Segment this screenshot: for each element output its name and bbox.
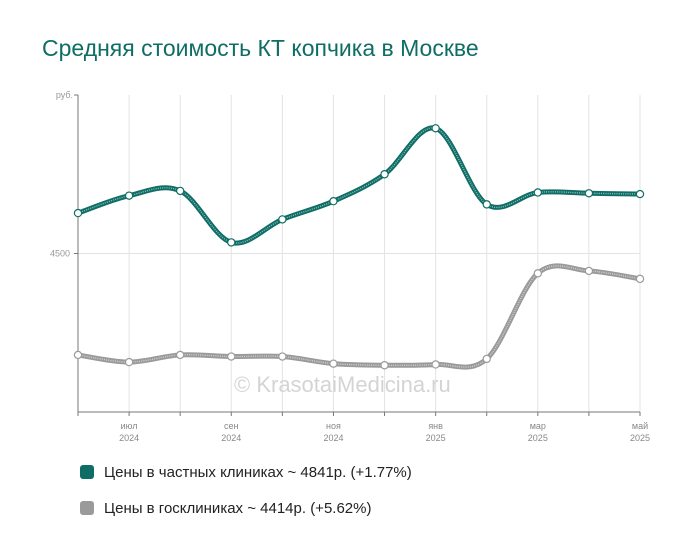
data-point[interactable]	[329, 359, 338, 368]
series-line-outer	[75, 263, 643, 370]
data-point[interactable]	[73, 208, 83, 218]
x-tick-label-month: май	[632, 421, 648, 431]
x-tick-labels: июл 2024 сен 2024 ноя 2024 янв 2025 мар 2025 май 20…	[119, 421, 650, 443]
axes	[74, 94, 641, 416]
data-point[interactable]	[431, 360, 440, 369]
x-tick-label-month: июл	[121, 421, 138, 431]
legend-label-public: Цены в госклиниках ~ 4414р. (+5.62%)	[104, 499, 372, 517]
y-axis-unit-label: руб.	[56, 90, 73, 100]
data-point[interactable]	[635, 274, 645, 284]
data-point[interactable]	[227, 352, 236, 361]
series-line-outer	[75, 125, 643, 246]
data-point[interactable]	[533, 188, 543, 197]
data-point[interactable]	[227, 238, 236, 247]
series-line-texture	[77, 265, 641, 368]
chart-title: Средняя стоимость КТ копчика в Москве	[42, 35, 479, 61]
data-point[interactable]	[584, 189, 594, 198]
legend-item-public[interactable]: Цены в госклиниках ~ 4414р. (+5.62%)	[80, 498, 412, 518]
data-point[interactable]	[482, 354, 491, 364]
legend-swatch-private	[80, 465, 94, 479]
data-point[interactable]	[482, 200, 491, 209]
legend-label-private: Цены в частных клиниках ~ 4841р. (+1.77%…	[104, 463, 412, 481]
x-tick-label-month: сен	[224, 421, 239, 431]
x-tick-label-year: 2025	[528, 433, 548, 443]
watermark: © KrasotaiMedicina.ru	[234, 372, 451, 397]
data-point[interactable]	[124, 357, 134, 367]
data-point[interactable]	[329, 196, 338, 206]
x-tick-label-year: 2024	[221, 433, 241, 443]
data-point[interactable]	[278, 352, 287, 361]
x-tick-label-month: янв	[428, 421, 443, 431]
data-point[interactable]	[380, 170, 389, 179]
x-tick-label-year: 2025	[630, 433, 650, 443]
legend-swatch-public	[80, 501, 94, 515]
grid	[77, 95, 641, 412]
x-tick-label-month: мар	[530, 421, 546, 431]
x-tick-label-year: 2024	[119, 433, 139, 443]
data-point[interactable]	[635, 189, 645, 199]
legend-item-private[interactable]: Цены в частных клиниках ~ 4841р. (+1.77%…	[80, 462, 412, 482]
data-point[interactable]	[533, 269, 543, 278]
y-tick-label: 4500	[50, 249, 70, 259]
x-tick-label-year: 2024	[323, 433, 343, 443]
x-tick-label-year: 2025	[426, 433, 446, 443]
legend: Цены в частных клиниках ~ 4841р. (+1.77%…	[80, 462, 412, 534]
data-point[interactable]	[380, 361, 389, 370]
data-point[interactable]	[175, 186, 185, 196]
series-lines	[75, 125, 643, 370]
y-tick-labels: 4500	[50, 249, 70, 259]
data-point[interactable]	[124, 191, 134, 200]
data-point[interactable]	[278, 215, 287, 224]
data-point[interactable]	[584, 266, 594, 276]
x-tick-label-month: ноя	[326, 421, 341, 431]
data-point[interactable]	[431, 124, 440, 133]
series-points	[73, 124, 645, 370]
data-point[interactable]	[73, 350, 83, 360]
data-point[interactable]	[175, 350, 185, 360]
